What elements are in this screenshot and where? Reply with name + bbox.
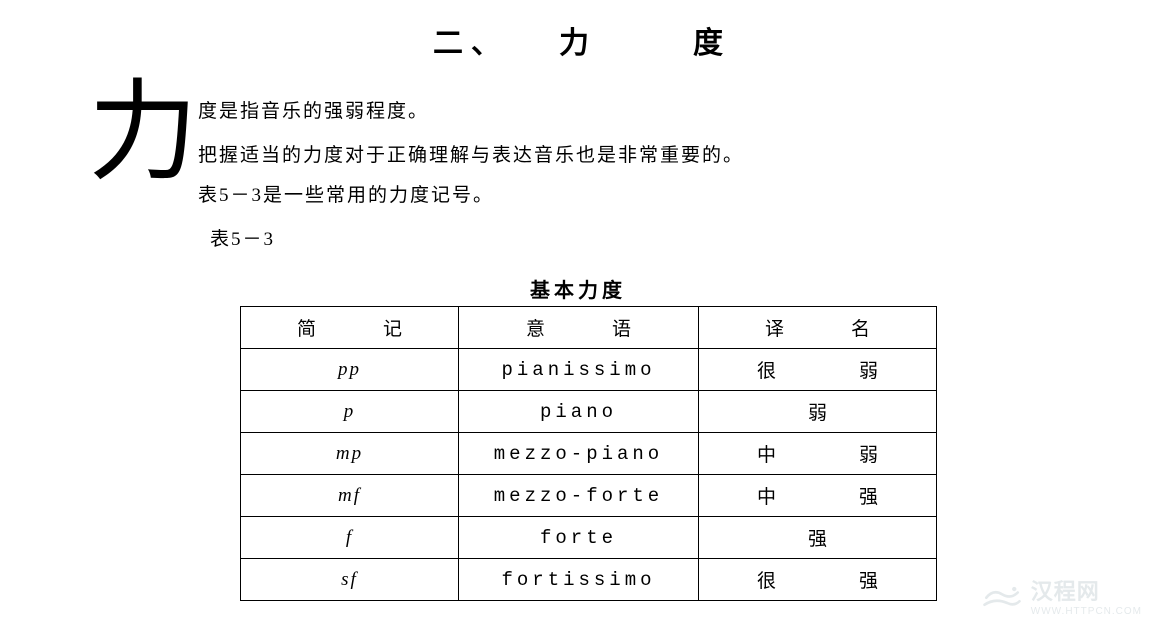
page-root: 二、 力 度 力 度是指音乐的强弱程度。 把握适当的力度对于正确理解与表达音乐也… [0, 0, 1156, 627]
paragraph-3: 表5－3是一些常用的力度记号。 [198, 180, 494, 207]
col-header-italian: 意 语 [459, 307, 699, 349]
cell-abbrev: mp [241, 433, 459, 475]
watermark-text-block: 汉程网 WWW.HTTPCN.COM [1031, 574, 1142, 617]
col-header-abbrev: 简 记 [241, 307, 459, 349]
section-heading: 二、 力 度 [0, 18, 1156, 62]
cell-abbrev: pp [241, 349, 459, 391]
heading-prefix: 二、 [433, 27, 509, 60]
cell-chinese: 很 强 [699, 559, 937, 601]
paragraph-2: 把握适当的力度对于正确理解与表达音乐也是非常重要的。 [198, 140, 744, 167]
watermark-brand: 汉程网 [1031, 579, 1100, 604]
cell-italian: pianissimo [459, 349, 699, 391]
cell-italian: forte [459, 517, 699, 559]
col-header-chinese: 译 名 [699, 307, 937, 349]
table-row: pp pianissimo 很 弱 [241, 349, 937, 391]
cell-chinese: 很 弱 [699, 349, 937, 391]
cell-italian: mezzo-piano [459, 433, 699, 475]
cell-italian: mezzo-forte [459, 475, 699, 517]
table-caption: 表5－3 [210, 224, 275, 251]
heading-char1: 力 [559, 27, 589, 60]
drop-cap: 力 [88, 78, 198, 188]
watermark: 汉程网 WWW.HTTPCN.COM [981, 574, 1142, 617]
table-title: 基本力度 [0, 274, 1156, 303]
cell-italian: piano [459, 391, 699, 433]
cell-chinese: 中 强 [699, 475, 937, 517]
cell-chinese: 中 弱 [699, 433, 937, 475]
cell-abbrev: p [241, 391, 459, 433]
watermark-icon [981, 580, 1023, 612]
cell-abbrev: mf [241, 475, 459, 517]
watermark-url: WWW.HTTPCN.COM [1031, 606, 1142, 617]
table-row: sf fortissimo 很 强 [241, 559, 937, 601]
table-header-row: 简 记 意 语 译 名 [241, 307, 937, 349]
table-row: mp mezzo-piano 中 弱 [241, 433, 937, 475]
dynamics-table: 简 记 意 语 译 名 pp pianissimo 很 弱 p piano 弱 … [240, 306, 937, 601]
paragraph-1: 度是指音乐的强弱程度。 [198, 96, 429, 123]
cell-abbrev: f [241, 517, 459, 559]
heading-char2: 度 [693, 27, 723, 60]
cell-chinese: 弱 [699, 391, 937, 433]
table-row: p piano 弱 [241, 391, 937, 433]
cell-chinese: 强 [699, 517, 937, 559]
table-row: f forte 强 [241, 517, 937, 559]
table-row: mf mezzo-forte 中 强 [241, 475, 937, 517]
cell-italian: fortissimo [459, 559, 699, 601]
cell-abbrev: sf [241, 559, 459, 601]
